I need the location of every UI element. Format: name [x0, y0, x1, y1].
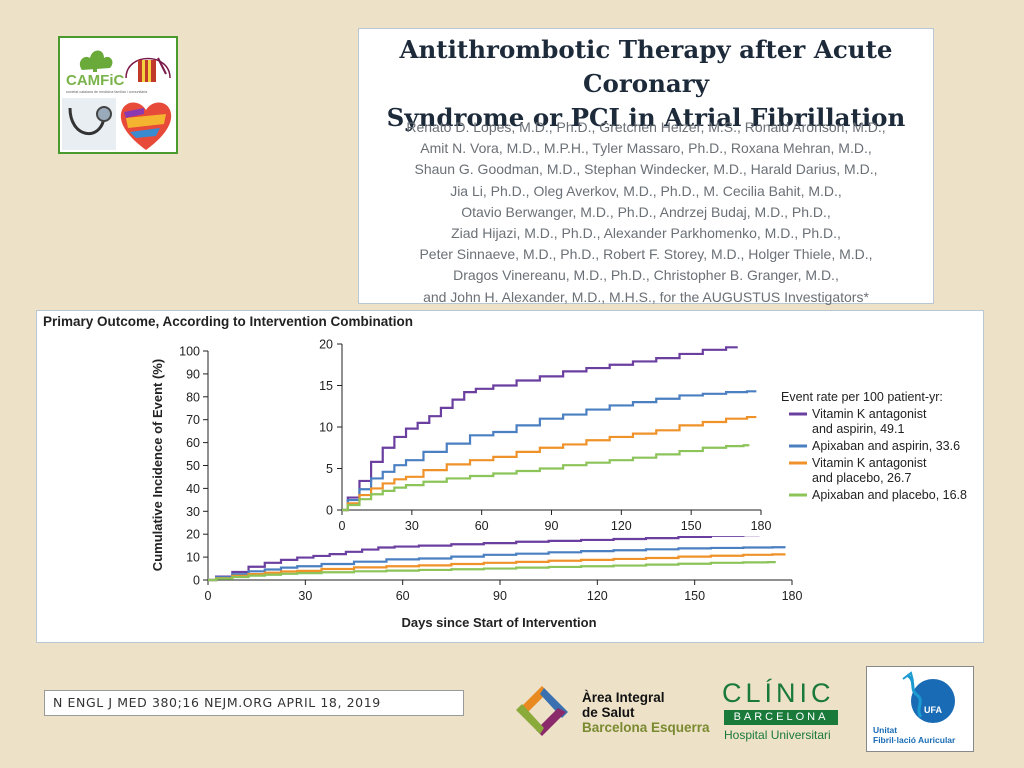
- y-tick-label: 20: [186, 528, 200, 542]
- inset-y-tick-label: 10: [319, 421, 333, 435]
- legend-entry-line: and aspirin, 49.1: [812, 422, 904, 436]
- cardiology-heart-icon: [120, 102, 172, 150]
- legend-entry-line: and placebo, 26.7: [812, 471, 911, 485]
- inset-series-line-4: [342, 444, 750, 512]
- inset-x-tick-label: 120: [611, 519, 632, 533]
- inset-x-tick-label: 0: [339, 519, 346, 533]
- inset-x-tick-label: 60: [475, 519, 489, 533]
- inset-background: [316, 336, 775, 536]
- area-integral-line3: Barcelona Esquerra: [582, 720, 710, 735]
- y-tick-label: 90: [186, 367, 200, 381]
- legend-entry-line: Apixaban and placebo, 16.8: [812, 488, 967, 502]
- paper-header: Antithrombotic Therapy after Acute Coron…: [358, 28, 934, 305]
- clinic-logo: CLÍNIC BARCELONA Hospital Universitari: [722, 678, 842, 744]
- cardiology-seal-icon: [125, 57, 171, 82]
- stethoscope-icon: [62, 98, 116, 150]
- y-tick-label: 70: [186, 413, 200, 427]
- area-integral-logo: Àrea Integral de Salut Barcelona Esquerr…: [512, 680, 712, 740]
- area-integral-emblem-icon: [516, 686, 568, 736]
- journal-citation: N ENGL J MED 380;16 NEJM.ORG APRIL 18, 2…: [44, 690, 464, 716]
- inset-x-tick-label: 180: [751, 519, 772, 533]
- main-series-line-2: [208, 546, 786, 582]
- y-tick-label: 40: [186, 482, 200, 496]
- ufa-logo: UFA Unitat Fibril·lació Auricular: [866, 666, 974, 752]
- ufa-text: Unitat Fibril·lació Auricular: [873, 725, 956, 745]
- x-tick-label: 0: [205, 589, 212, 603]
- inset-series: [342, 346, 757, 512]
- legend-entry-2: Apixaban and aspirin, 33.6: [812, 439, 960, 453]
- ufa-badge: UFA: [924, 705, 943, 715]
- y-tick-label: 80: [186, 390, 200, 404]
- main-series-line-3: [208, 553, 786, 582]
- paper-authors: Renato D. Lopes, M.D., Ph.D., Gretchen H…: [406, 119, 886, 305]
- y-tick-label: 50: [186, 459, 200, 473]
- main-series: [208, 534, 786, 582]
- camfic-logo-graphic: CAMFiC societat catalana de medicina fam…: [62, 50, 172, 150]
- legend: Event rate per 100 patient-yr: Vitamin K …: [781, 390, 967, 502]
- camfic-text: CAMFiC: [66, 72, 124, 89]
- clinic-name: CLÍNIC: [722, 678, 835, 708]
- legend-entry-1: Vitamin K antagonist and aspirin, 49.1: [812, 407, 927, 436]
- clinic-subtitle: Hospital Universitari: [724, 728, 831, 742]
- y-tick-label: 0: [193, 574, 200, 588]
- legend-entry-3: Vitamin K antagonist and placebo, 26.7: [812, 456, 927, 485]
- inset-x-tick-label: 90: [545, 519, 559, 533]
- x-tick-label: 120: [587, 589, 608, 603]
- inset-y-tick-label: 15: [319, 379, 333, 393]
- tree-icon: [79, 50, 113, 72]
- legend-entry-line: Vitamin K antagonist: [812, 407, 927, 421]
- main-series-line-1: [208, 534, 760, 582]
- chart-panel: Primary Outcome, According to Interventi…: [36, 310, 984, 643]
- main-series-line-4: [208, 561, 776, 582]
- area-integral-line2: de Salut: [582, 705, 635, 720]
- paper-title: Antithrombotic Therapy after Acute Coron…: [386, 35, 906, 132]
- inset-axes: 0 5 10 15 20 0 30 60 90 120 150 180: [316, 336, 775, 536]
- inset-y-tick-label: 5: [326, 462, 333, 476]
- inset-series-line-1: [342, 346, 738, 512]
- chart-title: Primary Outcome, According to Interventi…: [43, 314, 414, 329]
- inset-series-line-2: [342, 390, 757, 512]
- x-tick-label: 180: [782, 589, 803, 603]
- inset-x-tick-label: 150: [681, 519, 702, 533]
- x-tick-label: 150: [684, 589, 705, 603]
- clinic-city: BARCELONA: [724, 710, 838, 725]
- inset-y-tick-label: 0: [326, 504, 333, 518]
- x-tick-label: 60: [396, 589, 410, 603]
- x-axis-label: Days since Start of Intervention: [401, 615, 596, 630]
- inset-x-tick-label: 30: [405, 519, 419, 533]
- legend-title: Event rate per 100 patient-yr:: [781, 390, 943, 404]
- y-tick-label: 100: [179, 345, 200, 359]
- legend-entry-line: Vitamin K antagonist: [812, 456, 927, 470]
- x-tick-label: 30: [298, 589, 312, 603]
- ufa-emblem-icon: UFA: [902, 671, 955, 723]
- legend-entry-4: Apixaban and placebo, 16.8: [812, 488, 967, 502]
- inset-series-line-3: [342, 415, 757, 512]
- y-tick-label: 60: [186, 436, 200, 450]
- y-tick-label: 30: [186, 505, 200, 519]
- x-tick-label: 90: [493, 589, 507, 603]
- y-tick-label: 10: [186, 551, 200, 565]
- camfic-subtitle: societat catalana de medicina familiar i…: [66, 90, 147, 94]
- y-axis-label: Cumulative Incidence of Event (%): [150, 359, 165, 571]
- area-integral-line1: Àrea Integral: [582, 690, 665, 705]
- inset-y-tick-label: 20: [319, 338, 333, 352]
- camfic-logo: CAMFiC societat catalana de medicina fam…: [58, 36, 178, 154]
- legend-entry-line: Apixaban and aspirin, 33.6: [812, 439, 960, 453]
